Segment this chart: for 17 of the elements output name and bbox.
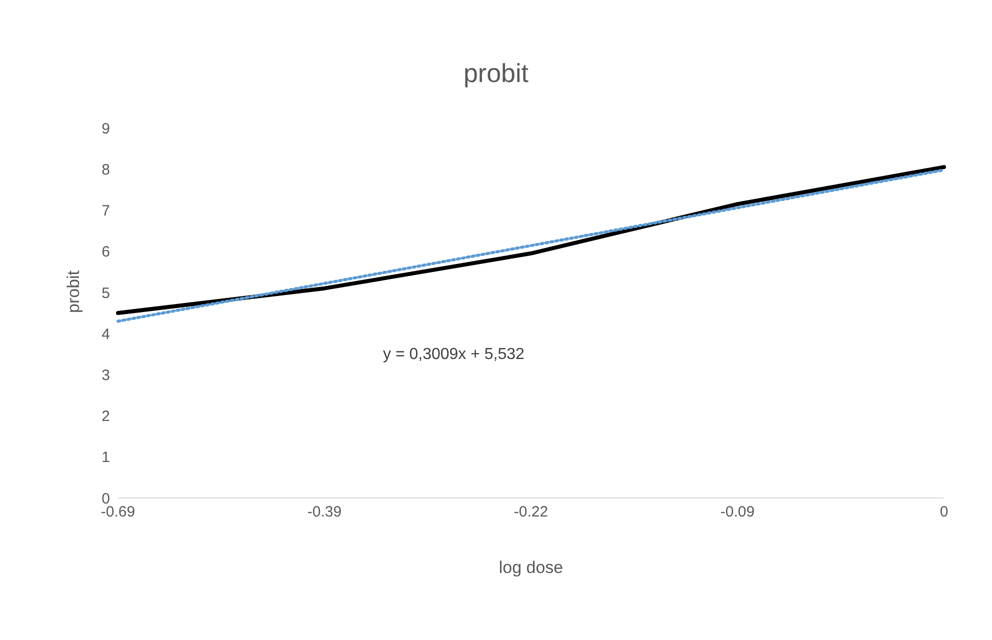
y-axis-title: probit — [64, 270, 84, 313]
x-tick-label: 0 — [940, 504, 948, 521]
x-tick-label: -0.39 — [307, 504, 342, 521]
x-axis-title: log dose — [498, 558, 564, 577]
y-tick-label: 1 — [102, 449, 110, 466]
chart-title: probit — [462, 58, 530, 89]
x-tick-label: -0.09 — [720, 504, 755, 521]
y-tick-label: 2 — [102, 408, 110, 426]
x-tick-label: -0.22 — [514, 504, 548, 521]
annotation: y = 0,3009x + 5,532 — [383, 346, 524, 364]
y-tick-label: 8 — [102, 161, 110, 178]
y-tick-label: 5 — [102, 284, 110, 302]
y-tick-label: 9 — [102, 120, 110, 138]
y-tick-label: 7 — [102, 202, 110, 220]
y-tick-label: 3 — [102, 366, 110, 384]
y-tick-label: 6 — [102, 244, 110, 261]
y-tick-label: 4 — [102, 326, 110, 343]
